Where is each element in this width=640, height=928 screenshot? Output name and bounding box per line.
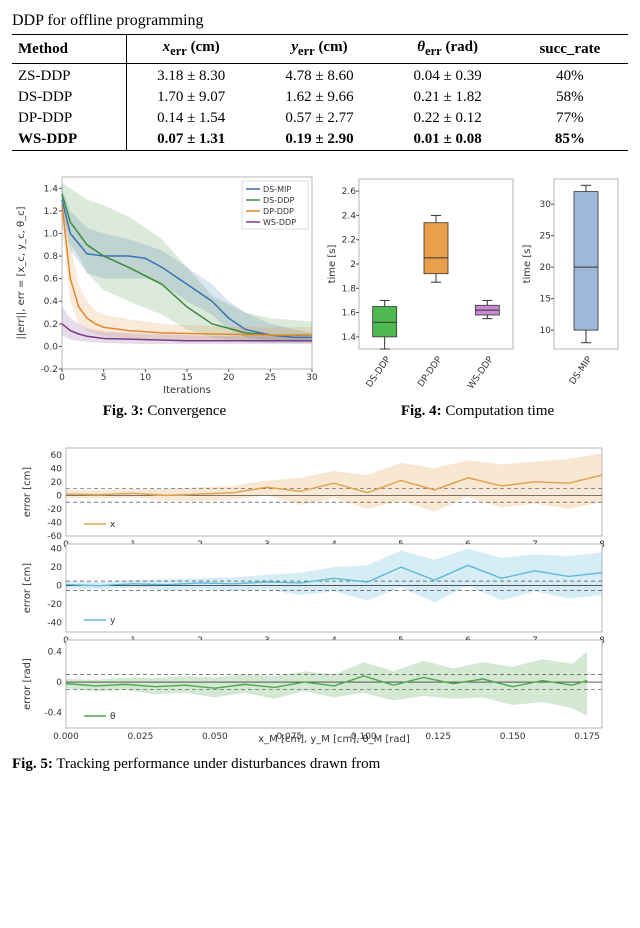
svg-text:-60: -60 bbox=[47, 532, 62, 542]
svg-text:60: 60 bbox=[51, 451, 63, 461]
svg-text:-0.4: -0.4 bbox=[44, 709, 62, 719]
svg-text:-40: -40 bbox=[47, 518, 62, 528]
svg-text:x: x bbox=[110, 520, 116, 530]
col-method: Method bbox=[12, 35, 126, 64]
svg-text:10: 10 bbox=[540, 326, 552, 336]
table-row: DS-DDP 1.70 ± 9.071.62 ± 9.66 0.21 ± 1.8… bbox=[12, 87, 628, 108]
svg-text:WS-DDP: WS-DDP bbox=[466, 355, 496, 392]
svg-text:30: 30 bbox=[540, 200, 552, 210]
svg-text:1.8: 1.8 bbox=[342, 284, 357, 294]
svg-text:-20: -20 bbox=[47, 505, 62, 515]
svg-text:30: 30 bbox=[306, 373, 317, 383]
svg-text:Iterations: Iterations bbox=[163, 385, 211, 396]
svg-text:20: 20 bbox=[540, 263, 552, 273]
svg-text:DS-DDP: DS-DDP bbox=[263, 196, 294, 205]
results-table: Method xerr (cm) yerr (cm) θerr (rad) su… bbox=[12, 34, 628, 151]
svg-text:0.6: 0.6 bbox=[44, 275, 59, 285]
fig3-convergence: -0.2 0.0 0.2 0.4 0.6 0.8 1.0 1.2 1.4 0 5 10 15 20 25 30… bbox=[12, 169, 317, 399]
svg-text:0: 0 bbox=[56, 582, 62, 592]
fig4-computation: 1.4 1.6 1.8 2 2.2 2.4 2.6 time [s] DS-DDP DP-DDP W… bbox=[327, 169, 627, 399]
svg-text:||err||, err = [x_c, y_c, θ_c]: ||err||, err = [x_c, y_c, θ_c] bbox=[16, 206, 27, 339]
svg-text:-20: -20 bbox=[47, 600, 62, 610]
svg-text:x_M [cm], y_M [cm], θ_M [rad]: x_M [cm], y_M [cm], θ_M [rad] bbox=[258, 734, 410, 745]
svg-text:0.175: 0.175 bbox=[574, 732, 600, 742]
svg-text:0: 0 bbox=[56, 491, 62, 501]
svg-text:40: 40 bbox=[51, 464, 63, 474]
svg-text:y: y bbox=[110, 616, 116, 626]
svg-text:DS-MIP: DS-MIP bbox=[263, 185, 291, 194]
col-succ: succ_rate bbox=[512, 35, 628, 64]
svg-text:20: 20 bbox=[51, 563, 63, 573]
fig5-caption: Fig. 5: Tracking performance under distu… bbox=[12, 756, 628, 773]
svg-text:0.8: 0.8 bbox=[44, 252, 59, 262]
svg-text:1.0: 1.0 bbox=[44, 229, 59, 239]
svg-text:25: 25 bbox=[265, 373, 276, 383]
svg-text:20: 20 bbox=[51, 478, 63, 488]
svg-text:DS-DDP: DS-DDP bbox=[365, 355, 394, 390]
svg-text:0: 0 bbox=[59, 373, 65, 383]
svg-text:DS-MIP: DS-MIP bbox=[568, 355, 595, 387]
fig5-tracking: -60-40-200204060012345678error [cm]x-40-… bbox=[12, 442, 612, 752]
svg-text:1.2: 1.2 bbox=[44, 207, 58, 217]
fig4-caption: Fig. 4: Computation time bbox=[327, 403, 628, 420]
svg-text:5: 5 bbox=[101, 373, 107, 383]
svg-text:error [cm]: error [cm] bbox=[22, 467, 33, 518]
svg-text:-40: -40 bbox=[47, 619, 62, 629]
svg-text:10: 10 bbox=[140, 373, 152, 383]
svg-text:2.2: 2.2 bbox=[342, 236, 356, 246]
svg-text:WS-DDP: WS-DDP bbox=[263, 218, 296, 227]
table-row: DP-DDP 0.14 ± 1.540.57 ± 2.77 0.22 ± 0.1… bbox=[12, 108, 628, 129]
col-yerr: yerr (cm) bbox=[255, 35, 383, 64]
svg-text:0.050: 0.050 bbox=[202, 732, 228, 742]
fig3-caption: Fig. 3: Convergence bbox=[12, 403, 317, 420]
svg-text:DP-DDP: DP-DDP bbox=[263, 207, 294, 216]
svg-text:0.4: 0.4 bbox=[44, 297, 59, 307]
svg-text:1.4: 1.4 bbox=[342, 333, 357, 343]
svg-text:40: 40 bbox=[51, 545, 63, 555]
svg-text:2: 2 bbox=[350, 260, 356, 270]
svg-text:time [s]: time [s] bbox=[522, 245, 533, 284]
svg-text:0.000: 0.000 bbox=[53, 732, 79, 742]
svg-text:20: 20 bbox=[223, 373, 235, 383]
svg-text:15: 15 bbox=[181, 373, 192, 383]
svg-text:DP-DDP: DP-DDP bbox=[416, 355, 444, 390]
svg-text:time [s]: time [s] bbox=[327, 245, 338, 284]
svg-text:-0.2: -0.2 bbox=[40, 365, 58, 375]
svg-text:0: 0 bbox=[56, 678, 62, 688]
svg-text:0.2: 0.2 bbox=[44, 320, 58, 330]
svg-text:0.025: 0.025 bbox=[128, 732, 154, 742]
col-terr: θerr (rad) bbox=[384, 35, 512, 64]
svg-text:0.150: 0.150 bbox=[500, 732, 526, 742]
table-row: ZS-DDP 3.18 ± 8.304.78 ± 8.60 0.04 ± 0.3… bbox=[12, 64, 628, 88]
table-title: DDP for offline programming bbox=[12, 12, 628, 30]
svg-text:error [cm]: error [cm] bbox=[22, 563, 33, 614]
svg-text:1.4: 1.4 bbox=[44, 184, 59, 194]
svg-text:2.6: 2.6 bbox=[342, 187, 357, 197]
svg-text:1.6: 1.6 bbox=[342, 309, 357, 319]
table-row: WS-DDP 0.07 ± 1.310.19 ± 2.90 0.01 ± 0.0… bbox=[12, 129, 628, 151]
svg-text:0.4: 0.4 bbox=[48, 647, 63, 657]
svg-text:0.125: 0.125 bbox=[425, 732, 451, 742]
col-xerr: xerr (cm) bbox=[126, 35, 255, 64]
svg-text:15: 15 bbox=[540, 295, 551, 305]
svg-text:error [rad]: error [rad] bbox=[22, 658, 33, 710]
svg-text:0.0: 0.0 bbox=[44, 342, 59, 352]
svg-text:25: 25 bbox=[540, 232, 551, 242]
svg-text:θ: θ bbox=[110, 712, 116, 722]
svg-text:2.4: 2.4 bbox=[342, 211, 357, 221]
